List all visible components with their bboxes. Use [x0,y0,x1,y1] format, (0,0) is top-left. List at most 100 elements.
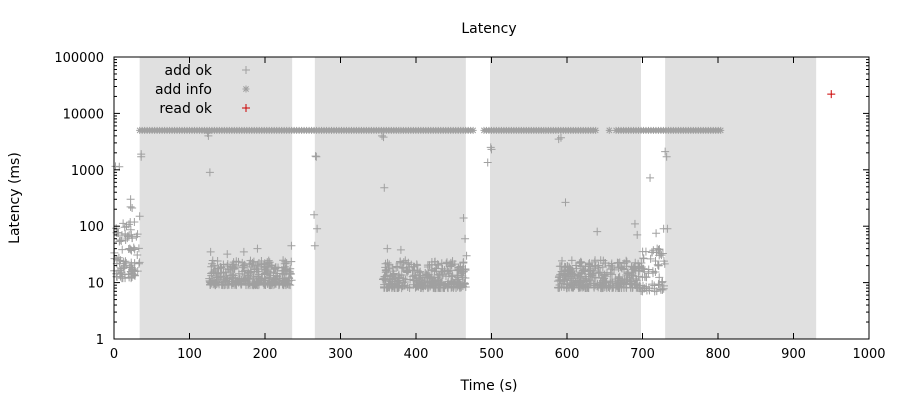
data-point [260,269,269,278]
data-point [570,270,579,279]
data-point [380,272,389,281]
data-point [457,268,466,277]
data-point [205,168,214,177]
data-point [462,251,471,260]
data-point [638,284,647,293]
data-point [243,271,252,280]
data-point [597,284,606,293]
data-point [556,270,565,279]
data-point [430,281,439,290]
data-point [601,272,610,281]
data-point [637,258,646,267]
data-point [231,278,240,287]
data-point [592,126,600,134]
data-point [561,198,570,207]
legend-label: read ok [159,101,213,117]
data-point [253,265,262,274]
data-point [563,262,572,271]
data-point [646,173,655,182]
data-point [632,276,641,285]
data-point [827,90,836,99]
data-point [442,258,451,267]
data-point [418,273,427,282]
data-point [253,244,262,253]
data-point [254,258,263,267]
data-point [453,275,462,284]
data-point [134,259,143,268]
data-point [246,256,255,265]
y-tick-label: 100 [79,220,104,235]
data-point [130,218,139,227]
data-point [448,257,457,266]
data-point [239,261,248,270]
data-point [558,256,566,265]
data-point [400,281,409,290]
data-point [247,262,256,271]
y-tick-label: 10000 [63,107,104,122]
data-point [423,261,432,270]
data-point [249,272,258,281]
data-point [607,277,616,286]
data-point [617,278,626,287]
data-point [658,285,667,294]
data-point [461,274,470,283]
data-point [413,261,422,270]
data-point [618,277,627,286]
data-point [614,273,623,282]
data-point [440,284,449,293]
legend-marker [242,66,250,74]
data-point [396,258,405,267]
data-point [574,272,583,281]
data-point [648,248,657,257]
data-point [461,234,470,243]
data-point [209,261,218,270]
data-point [593,227,602,236]
x-tick-label: 200 [253,347,278,362]
data-point [486,143,495,152]
data-point [642,273,651,282]
data-point [408,266,417,275]
series-add-info [136,126,725,134]
data-point [656,249,665,258]
data-point [382,265,391,274]
data-point [617,263,626,272]
y-tick-label: 1 [96,333,104,348]
data-point [117,231,126,240]
data-point [399,264,408,273]
data-point [207,259,216,268]
data-point [641,247,650,256]
data-series [110,90,836,296]
data-point [228,262,237,271]
y-tick-label: 100000 [54,51,104,66]
data-point [608,263,617,272]
data-point [228,270,237,279]
data-point [380,280,389,289]
data-point [615,272,624,281]
data-point [425,277,434,286]
data-point [379,133,388,142]
data-point [608,278,617,287]
data-point [128,204,137,213]
data-point [124,244,133,253]
data-point [567,268,576,277]
data-point [394,283,403,292]
data-point [651,256,660,265]
data-point [229,271,238,280]
data-point [115,269,124,278]
data-point [646,254,655,263]
data-point [483,158,492,167]
data-point [275,276,284,285]
data-point [285,267,294,276]
data-point [586,270,595,279]
data-point [396,245,405,254]
data-point [403,266,412,275]
data-point [310,210,319,219]
data-point [123,234,132,243]
data-point [266,271,275,280]
data-point [608,270,617,279]
data-point [600,271,609,280]
data-point [421,268,430,277]
data-point [287,241,296,250]
data-point [461,264,470,273]
data-point [568,283,577,292]
